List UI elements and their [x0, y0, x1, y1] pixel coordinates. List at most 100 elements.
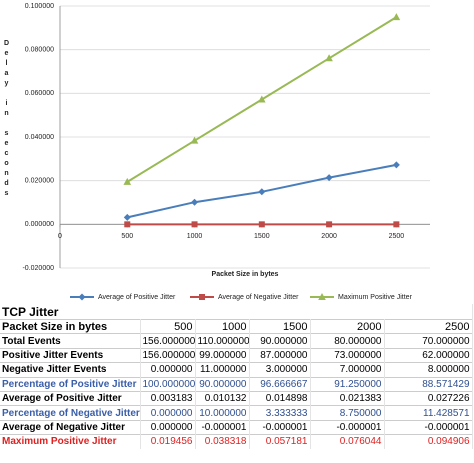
- x-tick-label: 2000: [321, 233, 337, 240]
- row-label: Average of Negative Jitter: [0, 419, 141, 435]
- chart: Packet Size in bytes -0.020000 0.000000 0.…: [22, 3, 430, 301]
- marker: [258, 188, 266, 196]
- marker: [258, 95, 266, 103]
- legend-marker: [318, 293, 326, 300]
- marker: [123, 213, 131, 221]
- table-cell: 156.000000: [140, 333, 196, 349]
- table-title-row: TCP Jitter: [0, 304, 473, 320]
- table-cell: 0.010132: [195, 390, 250, 406]
- y-tick-label: 0.000000: [25, 221, 54, 228]
- table-cell: 88.571429: [384, 376, 473, 392]
- legend-label: Average of Negative Jitter: [218, 294, 299, 301]
- table-row: Average of Negative Jitter 0.000000 -0.000…: [0, 419, 473, 435]
- table-row: Average of Positive Jitter 0.003183 0.0101…: [0, 390, 473, 406]
- table-cell: 90.000000: [249, 333, 311, 349]
- x-tick-label: 2500: [389, 233, 405, 240]
- x-tick-label: 0: [58, 233, 62, 240]
- row-label: Maximum Positive Jitter: [0, 434, 141, 449]
- table-cell: 0.000000: [140, 405, 196, 421]
- y-tick-label: 0.060000: [25, 90, 54, 97]
- marker: [123, 177, 132, 185]
- table-cell: 0.000000: [140, 362, 196, 378]
- table-cell: 10.000000: [195, 405, 250, 421]
- header-cell: 1000: [195, 318, 250, 334]
- table-cell: 11.000000: [195, 362, 250, 378]
- y-tick-label: -0.020000: [22, 265, 54, 272]
- header-cell: Packet Size in bytes: [0, 318, 141, 334]
- legend-item: Average of Positive Jitter: [70, 293, 176, 301]
- legend-item: Average of Negative Jitter: [190, 294, 299, 301]
- legend-marker: [199, 294, 205, 300]
- marker: [325, 54, 333, 62]
- table-cell: 8.000000: [384, 362, 473, 378]
- header-cell: 500: [140, 318, 196, 334]
- table-cell: 11.428571: [384, 405, 473, 421]
- table-cell: 0.094906: [384, 434, 473, 449]
- x-tick-label: 1500: [254, 233, 270, 240]
- table-cell: -0.000001: [310, 419, 385, 435]
- marker: [191, 221, 198, 228]
- x-tick-label: 1000: [187, 233, 203, 240]
- y-tick-label: 0.020000: [25, 178, 54, 185]
- table-cell: 0.057181: [249, 434, 311, 449]
- table-cell: 0.027226: [384, 390, 473, 406]
- y-tick-label: 0.100000: [25, 3, 54, 10]
- marker: [124, 221, 131, 228]
- table-cell: 110.000000: [195, 333, 250, 349]
- table-cell: 100.000000: [140, 376, 196, 392]
- table-title: TCP Jitter: [0, 304, 473, 320]
- table-cell: 156.000000: [140, 347, 196, 363]
- marker: [191, 198, 199, 206]
- marker: [326, 221, 333, 228]
- table-row: Percentage of Positive Jitter 100.000000 9…: [0, 376, 473, 392]
- table-cell: -0.000001: [249, 419, 311, 435]
- marker: [258, 221, 265, 228]
- row-label: Average of Positive Jitter: [0, 390, 141, 406]
- table-cell: 99.000000: [195, 347, 250, 363]
- legend-label: Maximum Positive Jitter: [338, 294, 413, 301]
- marker: [392, 161, 400, 169]
- table-cell: 0.000000: [140, 419, 196, 435]
- y-tick-label: 0.080000: [25, 47, 54, 54]
- row-label: Total Events: [0, 333, 141, 349]
- marker: [190, 136, 199, 144]
- header-cell: 1500: [249, 318, 311, 334]
- table-cell: 7.000000: [310, 362, 385, 378]
- data-table: TCP Jitter Packet Size in bytes 500 1000 150…: [0, 304, 473, 449]
- table-row: Maximum Positive Jitter 0.019456 0.038318 0…: [0, 434, 473, 449]
- y-axis-label: Delay in seconds: [3, 40, 10, 200]
- table-cell: 90.000000: [195, 376, 250, 392]
- marker: [325, 174, 333, 182]
- header-cell: 2000: [310, 318, 385, 334]
- table-cell: 87.000000: [249, 347, 311, 363]
- header-cell: 2500: [384, 318, 473, 334]
- table-row: Total Events 156.000000 110.000000 90.00000…: [0, 333, 473, 349]
- table-cell: 3.333333: [249, 405, 311, 421]
- marker: [392, 13, 401, 21]
- table-cell: -0.000001: [384, 419, 473, 435]
- y-tick-label: 0.040000: [25, 134, 54, 141]
- table-cell: 3.000000: [249, 362, 311, 378]
- table-cell: 0.003183: [140, 390, 196, 406]
- row-label: Positive Jitter Events: [0, 347, 141, 363]
- table-cell: 70.000000: [384, 333, 473, 349]
- table-cell: 62.000000: [384, 347, 473, 363]
- table-cell: -0.000001: [195, 419, 250, 435]
- table-cell: 0.019456: [140, 434, 196, 449]
- header-row: Packet Size in bytes 500 1000 1500 2000 2500: [0, 318, 473, 334]
- x-tick-label: 500: [121, 233, 133, 240]
- row-label: Negative Jitter Events: [0, 362, 141, 378]
- table-cell: 0.014898: [249, 390, 311, 406]
- legend-label: Average of Positive Jitter: [98, 294, 176, 301]
- table-row: Negative Jitter Events 0.000000 11.000000 3…: [0, 362, 473, 378]
- marker: [393, 221, 400, 228]
- table-row: Positive Jitter Events 156.000000 99.00000…: [0, 347, 473, 363]
- row-label: Percentage of Negative Jitter: [0, 405, 141, 421]
- table-cell: 96.666667: [249, 376, 311, 392]
- x-axis-label: Packet Size in bytes: [212, 271, 279, 278]
- row-label: Percentage of Positive Jitter: [0, 376, 141, 392]
- table-cell: 73.000000: [310, 347, 385, 363]
- table-cell: 80.000000: [310, 333, 385, 349]
- table-row: Percentage of Negative Jitter 0.000000 10.…: [0, 405, 473, 421]
